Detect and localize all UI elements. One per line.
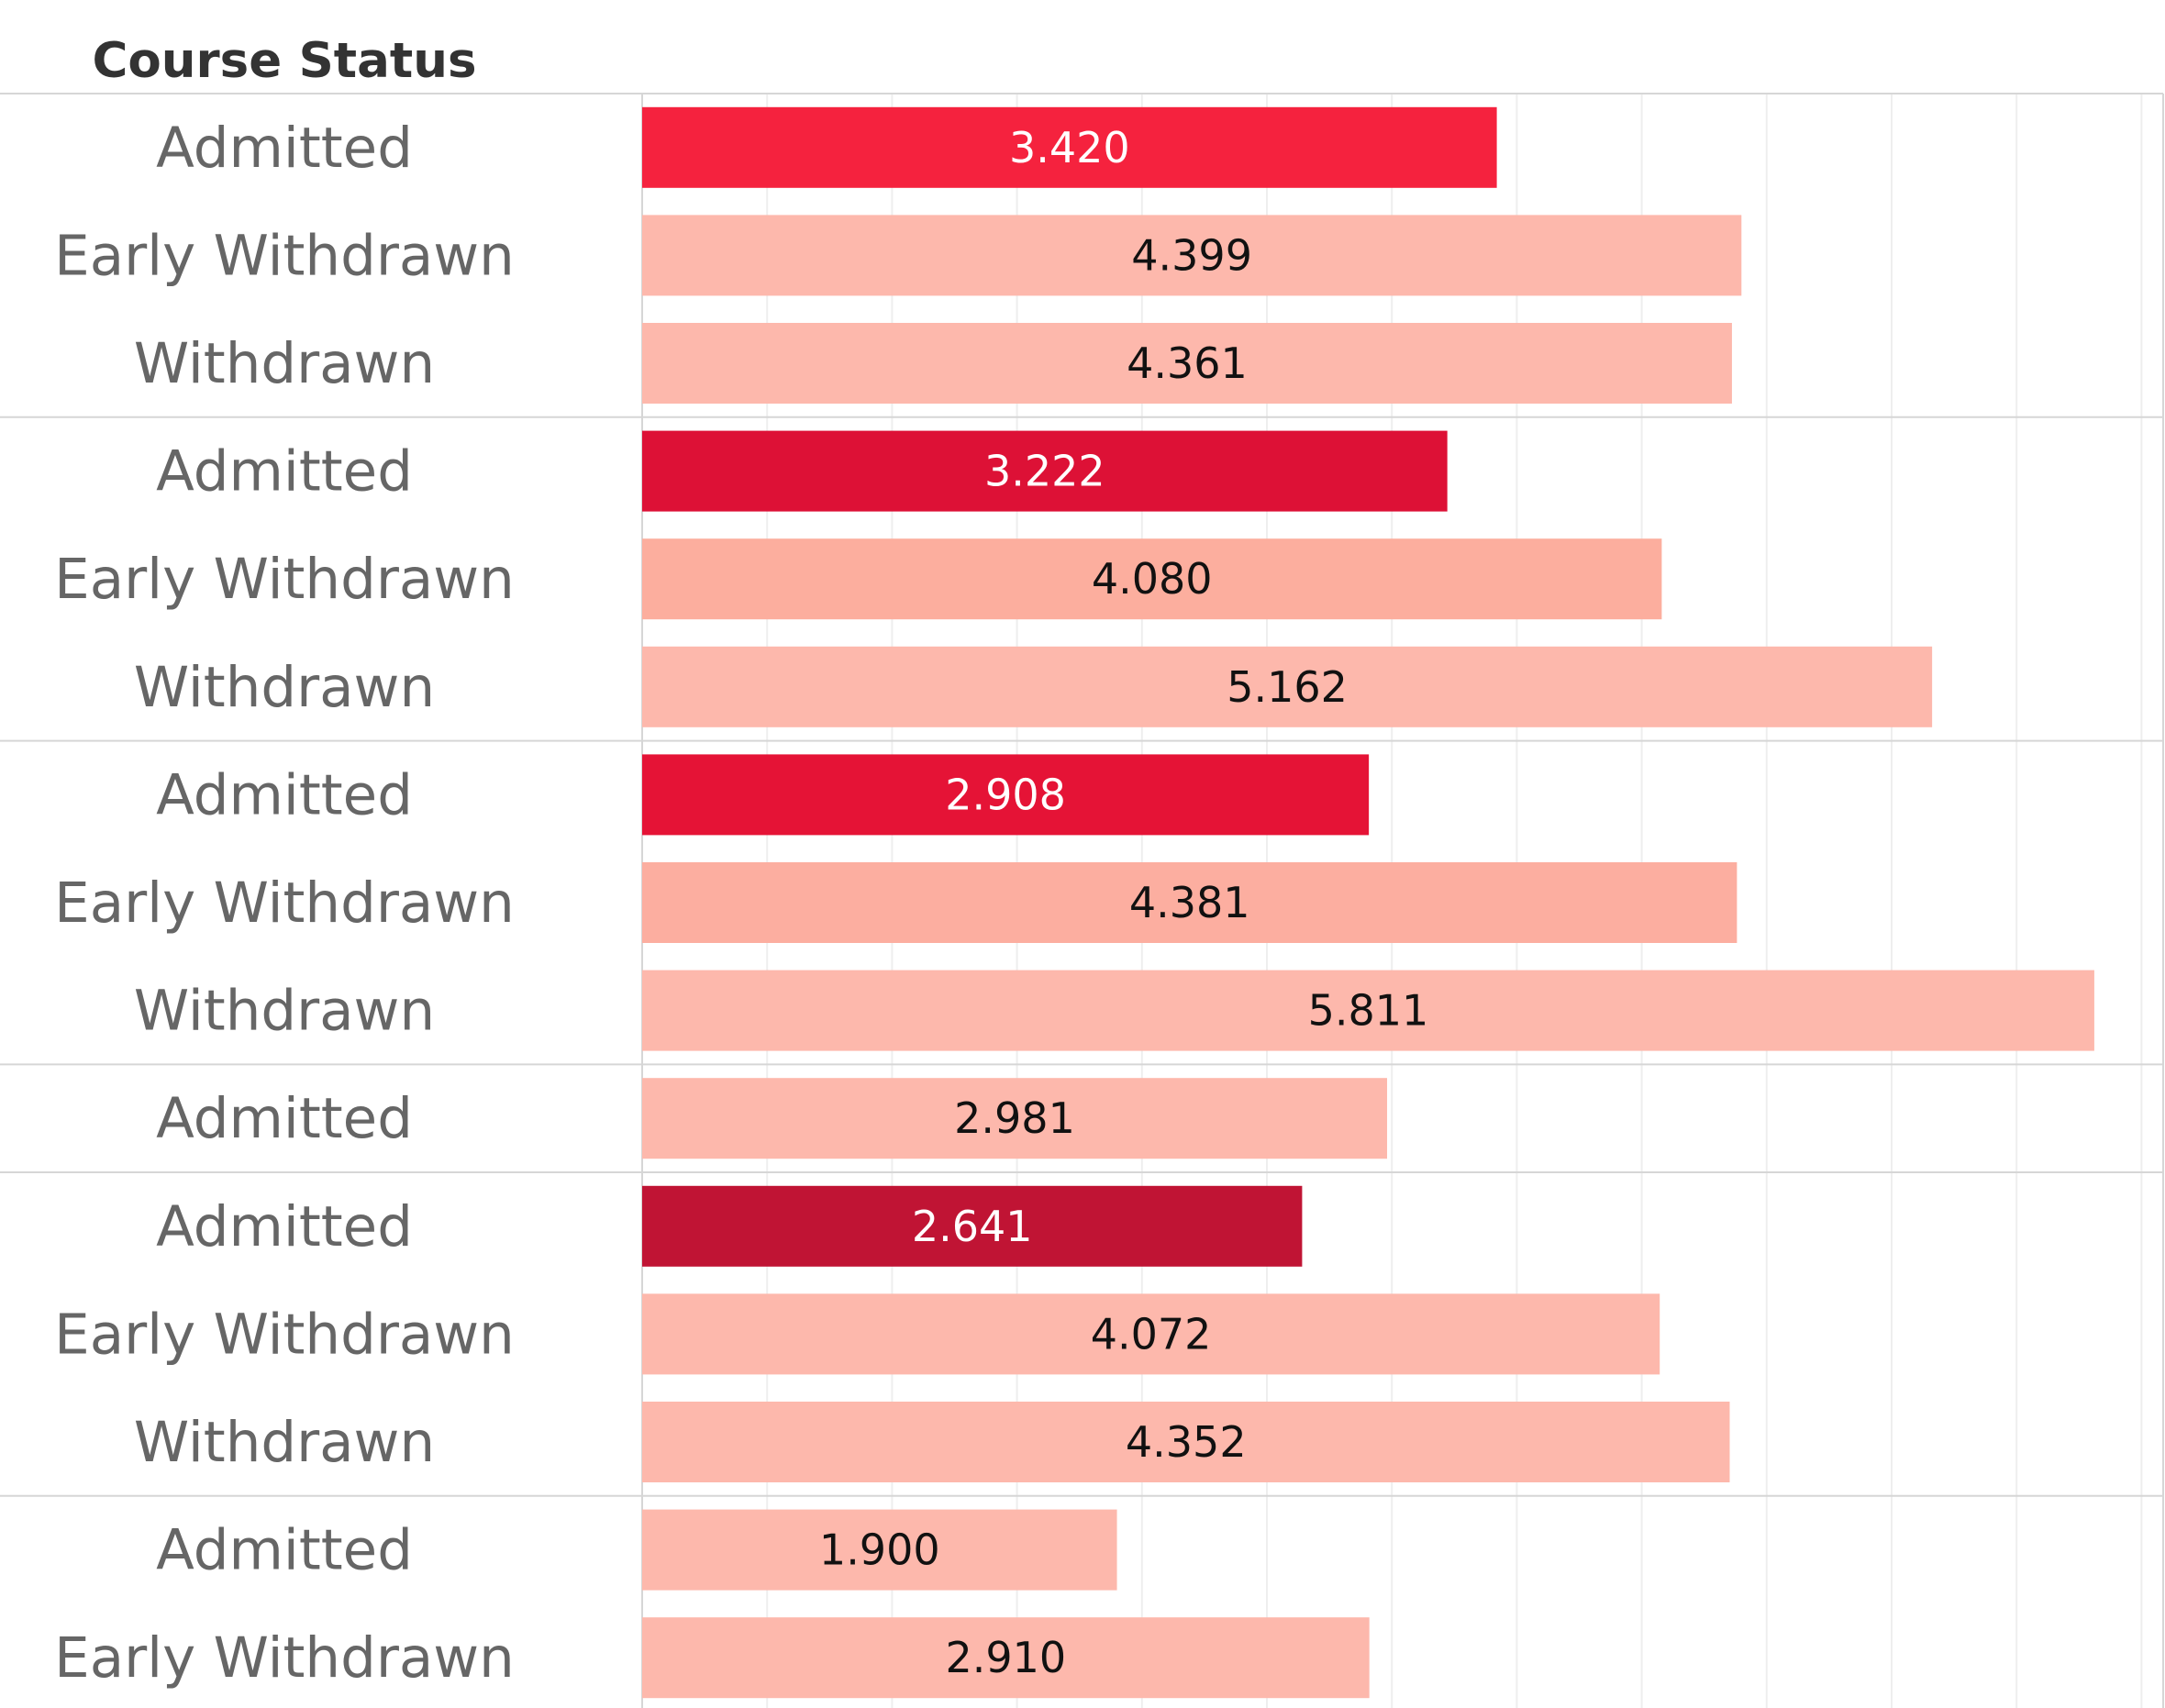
bar-value-label: 2.641 <box>912 1202 1033 1251</box>
bar <box>642 430 1448 512</box>
bar-value-label: 3.420 <box>1009 123 1130 172</box>
bar-value-label: 1.900 <box>819 1525 940 1575</box>
bar <box>642 970 2094 1051</box>
category-label: Withdrawn <box>134 1410 435 1475</box>
bar-value-label: 5.811 <box>1308 986 1429 1036</box>
category-label: Withdrawn <box>134 979 435 1044</box>
bar <box>642 862 1738 943</box>
bar-value-label: 4.352 <box>1126 1417 1247 1467</box>
category-label: Early Withdrawn <box>54 1302 515 1367</box>
bar <box>642 1293 1660 1375</box>
category-label: Admitted <box>156 1194 413 1259</box>
category-label: Admitted <box>156 439 413 505</box>
bar <box>642 1402 1730 1482</box>
category-labels: Admitted Early Withdrawn Withdrawn Admitted… <box>54 116 515 1691</box>
bar-value-label: 4.080 <box>1092 554 1213 604</box>
bar <box>642 1509 1117 1591</box>
bar-value-label: 2.908 <box>945 770 1066 819</box>
category-label: Early Withdrawn <box>54 223 515 288</box>
bar <box>642 1185 1303 1267</box>
bar <box>642 1078 1388 1159</box>
bar-value-label: 4.399 <box>1131 230 1252 280</box>
group-separators <box>0 93 2163 1497</box>
category-label: Admitted <box>156 116 413 181</box>
bar <box>642 1617 1370 1699</box>
category-label: Withdrawn <box>134 331 435 396</box>
bar <box>642 106 1497 188</box>
bar-value-label: 2.981 <box>954 1093 1075 1143</box>
bar <box>642 323 1732 404</box>
bar <box>642 215 1742 296</box>
category-label: Admitted <box>156 1518 413 1583</box>
bar <box>642 646 1933 727</box>
bar-value-label: 5.162 <box>1227 662 1348 712</box>
category-label: Withdrawn <box>134 655 435 720</box>
category-label: Early Withdrawn <box>54 1625 515 1691</box>
bar <box>642 538 1662 620</box>
bar-value-label: 4.072 <box>1091 1309 1212 1359</box>
bar-value-label: 4.361 <box>1127 338 1248 388</box>
category-label: Early Withdrawn <box>54 547 515 612</box>
category-label: Admitted <box>156 762 413 827</box>
category-label: Early Withdrawn <box>54 871 515 936</box>
bar-value-label: 3.222 <box>984 447 1105 496</box>
category-label: Admitted <box>156 1086 413 1151</box>
bars: 3.420 4.399 4.361 3.222 4.080 5.162 2.908 4.381… <box>642 106 2094 1699</box>
bar-value-label: 2.910 <box>945 1633 1066 1682</box>
row-header-course-status: Course Status <box>92 33 476 89</box>
bar <box>642 754 1370 836</box>
bar-value-label: 4.381 <box>1129 878 1250 927</box>
